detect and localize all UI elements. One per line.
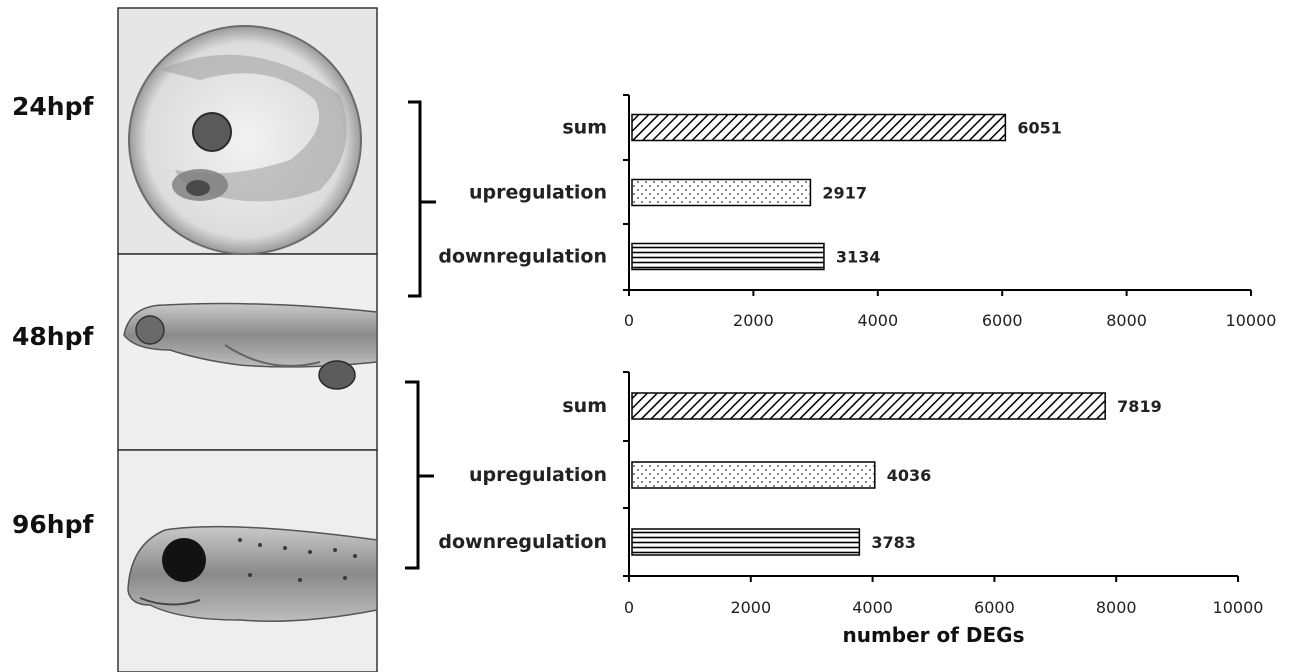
chart2-bar-downregulation <box>631 528 861 556</box>
chart2-bar-sum <box>631 392 1106 420</box>
chart1-category-label-downregulation: downregulation <box>438 246 607 268</box>
chart1-x-tick-label-6000: 6000 <box>982 311 1023 330</box>
embryo-48hpf-drawing <box>123 302 378 390</box>
chart2-x-tick-label-8000: 8000 <box>1096 598 1137 617</box>
chart2-bar-upregulation <box>631 461 876 489</box>
stage-label-96hpf: 96hpf <box>12 510 94 539</box>
chart1-bar-upregulation <box>631 178 812 207</box>
stage-label-24hpf: 24hpf <box>12 92 94 121</box>
chart2-category-label-sum: sum <box>562 395 607 417</box>
chart2-value-label-downregulation: 3783 <box>871 533 916 552</box>
chart2-x-tick-label-6000: 6000 <box>974 598 1015 617</box>
chart2-x-tick-label-4000: 4000 <box>852 598 893 617</box>
chart2-category-label-downregulation: downregulation <box>438 531 607 553</box>
chart2-category-label-upregulation: upregulation <box>469 464 607 486</box>
stage-label-48hpf: 48hpf <box>12 322 94 351</box>
chart1-x-tick-label-4000: 4000 <box>857 311 898 330</box>
chart1-x-tick-label-8000: 8000 <box>1106 311 1147 330</box>
chart1-value-label-downregulation: 3134 <box>836 248 881 267</box>
embryo-96hpf-drawing <box>127 525 378 622</box>
chart1-x-tick-label-0: 0 <box>624 311 634 330</box>
embryo-24hpf-drawing <box>128 25 362 255</box>
chart2-value-label-upregulation: 4036 <box>887 466 932 485</box>
chart1-value-label-upregulation: 2917 <box>822 184 867 203</box>
chart1-x-tick-label-2000: 2000 <box>733 311 774 330</box>
chart1-bar-downregulation <box>631 242 825 271</box>
chart2-value-label-sum: 7819 <box>1117 397 1162 416</box>
chart1-category-label-upregulation: upregulation <box>469 182 607 204</box>
bracket-24-48 <box>408 100 422 298</box>
chart2-x-axis-title: number of DEGs <box>842 623 1024 647</box>
chart1-value-label-sum: 6051 <box>1017 119 1062 138</box>
chart2-x-tick-label-2000: 2000 <box>730 598 771 617</box>
chart1-bar-sum <box>631 113 1007 142</box>
chart2-x-tick-label-10000: 10000 <box>1213 598 1264 617</box>
chart1-x-tick-label-10000: 10000 <box>1226 311 1277 330</box>
chart2-x-tick-label-0: 0 <box>624 598 634 617</box>
chart1-category-label-sum: sum <box>562 117 607 139</box>
